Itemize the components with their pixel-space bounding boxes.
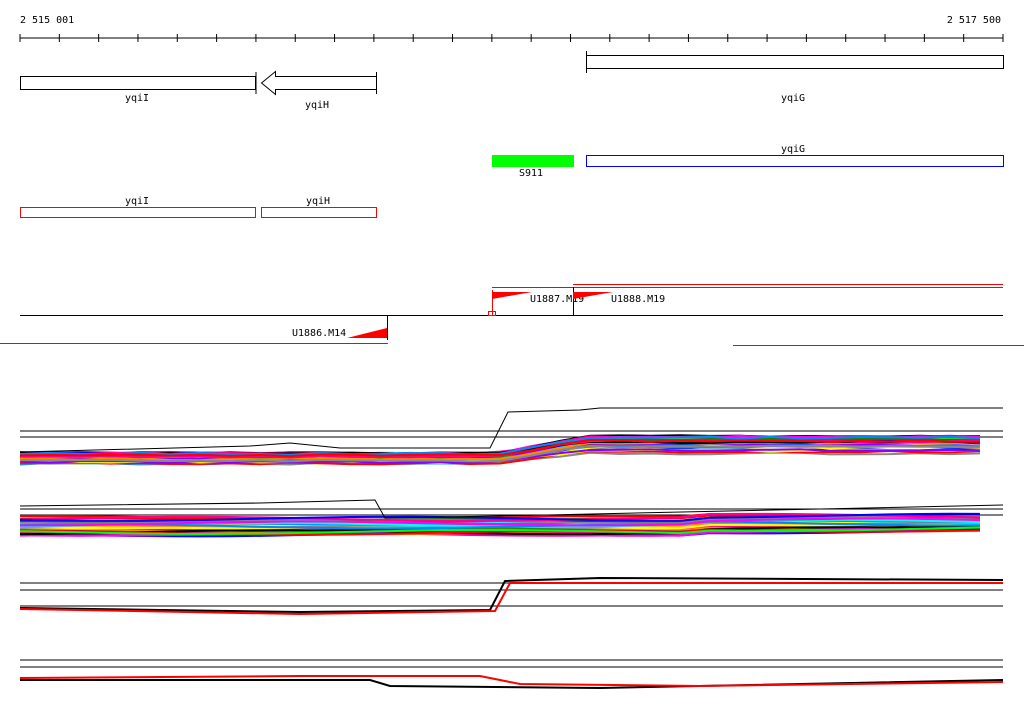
- red-gene-label-yqiI: yqiI: [125, 196, 149, 207]
- gene-label-yqiI: yqiI: [125, 93, 149, 104]
- expression-line: [19, 526, 981, 536]
- feature-yqiG-blue[interactable]: [586, 155, 1004, 167]
- transcript-track: U1886.M14 U1887.M19 U1888.M19: [0, 284, 1024, 346]
- expression-line: [19, 526, 981, 535]
- gene-yqiH-arrow[interactable]: [260, 70, 377, 96]
- red-gene-label-yqiH: yqiH: [306, 196, 330, 207]
- gene-label-yqiG: yqiG: [781, 93, 805, 104]
- feature-label-S911: S911: [519, 168, 543, 179]
- ruler-start-label: 2 515 001: [20, 15, 74, 26]
- expression-line: [19, 675, 1004, 688]
- coordinate-ruler: 2 515 001 2 517 500: [19, 15, 1004, 42]
- expression-line: [19, 520, 981, 530]
- feature-track: S911 yqiG: [492, 144, 1004, 179]
- transcript-label-U1888: U1888.M19: [611, 294, 665, 305]
- transcript-flag-U1888[interactable]: [573, 292, 613, 299]
- expression-line: [19, 582, 1003, 616]
- transcript-label-U1886: U1886.M14: [292, 328, 346, 339]
- expression-line: [19, 576, 1004, 614]
- expression-line: [19, 512, 981, 522]
- feature-label-yqiG: yqiG: [781, 144, 805, 155]
- red-gene-track: yqiI yqiH: [20, 196, 377, 218]
- expression-line: [19, 435, 981, 456]
- gene-yqiG[interactable]: [586, 55, 1004, 69]
- expression-tracks: [19, 407, 1004, 690]
- expression-line: [19, 444, 981, 463]
- expression-line: [19, 407, 1003, 453]
- gene-yqiI[interactable]: [20, 76, 256, 90]
- expression-line: [19, 499, 1004, 519]
- expression-line: [19, 512, 981, 522]
- transcript-flag-U1887[interactable]: [492, 292, 532, 299]
- gene-track: yqiI yqiH yqiG: [20, 51, 1004, 111]
- expression-line: [19, 517, 981, 527]
- feature-S911[interactable]: [492, 155, 574, 167]
- gene-label-yqiH: yqiH: [305, 100, 329, 111]
- expression-line: [19, 450, 981, 466]
- ruler-end-label: 2 517 500: [947, 15, 1001, 26]
- red-gene-yqiI[interactable]: [20, 207, 256, 218]
- expression-line: [19, 438, 981, 458]
- transcript-flag-U1886[interactable]: [347, 328, 387, 338]
- transcript-label-U1887: U1887.M19: [530, 294, 584, 305]
- red-gene-yqiH[interactable]: [261, 207, 377, 218]
- transcript-tss-box: [488, 311, 496, 316]
